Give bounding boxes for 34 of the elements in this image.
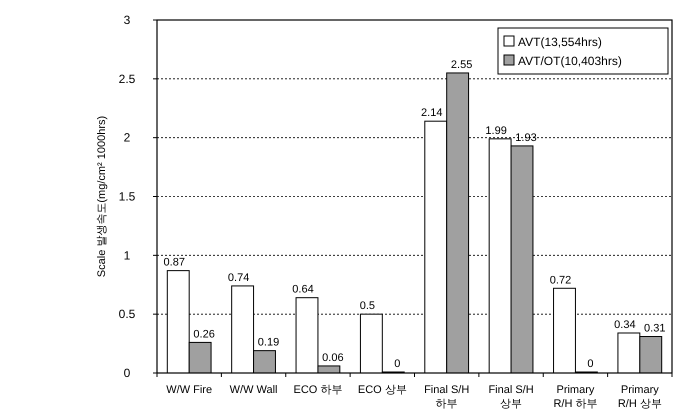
data-label: 0.26: [193, 328, 215, 340]
legend-label: AVT(13,554hrs): [518, 35, 602, 49]
y-tick-label: 0: [124, 366, 131, 380]
data-label: 0.06: [322, 352, 344, 364]
x-tick-label: W/W Fire: [166, 384, 212, 396]
y-tick-label: 2.5: [118, 72, 136, 86]
data-label: 2.55: [450, 58, 472, 71]
y-tick-label: 0.5: [118, 307, 136, 322]
data-label: 2.14: [421, 107, 442, 120]
data-label: 0.64: [292, 284, 314, 296]
data-label: 0.19: [258, 336, 280, 349]
data-label: 0.72: [550, 274, 572, 286]
data-label: 0.31: [644, 322, 666, 335]
y-tick-label: 3: [124, 13, 131, 27]
data-label: 0: [587, 358, 594, 370]
x-tick-label: Primary R/H 하부: [553, 384, 598, 410]
x-tick-label: ECO 하부: [293, 384, 342, 396]
y-axis-title: Scale 발생속도(mg/cm² 1000hrs): [96, 116, 108, 278]
data-label: 0.5: [360, 300, 376, 312]
data-label: 1.93: [515, 132, 537, 144]
legend-label: AVT/OT(10,403hrs): [518, 54, 622, 68]
x-tick-label: Primary R/H 상부: [618, 384, 662, 410]
data-label: 0.34: [614, 318, 636, 331]
data-label: 0.74: [228, 272, 250, 284]
x-tick-label: W/W Wall: [230, 384, 278, 396]
y-tick-label: 1.5: [118, 190, 136, 204]
data-label: 1.99: [485, 124, 507, 137]
y-tick-label: 1: [124, 248, 131, 262]
x-tick-label: Final S/H 상부: [488, 384, 534, 410]
x-tick-label: Final S/H 하부: [424, 384, 470, 410]
data-label: 0: [394, 358, 400, 370]
y-tick-label: 2: [124, 130, 131, 145]
data-label: 0.87: [164, 256, 185, 269]
x-tick-label: ECO 상부: [358, 384, 407, 396]
